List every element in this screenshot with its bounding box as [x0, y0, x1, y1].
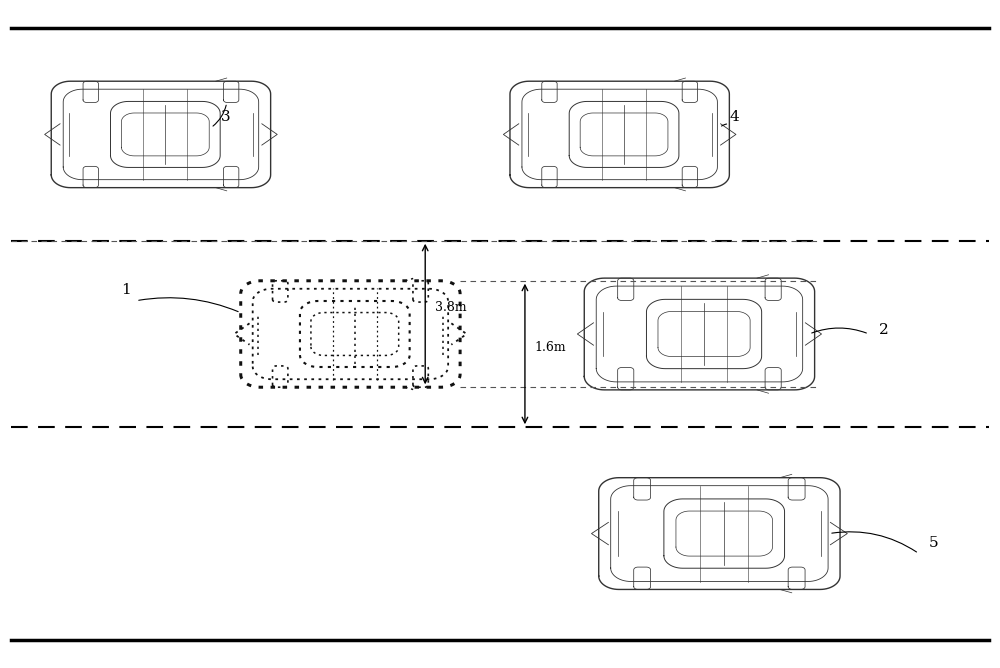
Text: 3.8m: 3.8m — [435, 301, 467, 314]
Text: 3: 3 — [221, 110, 230, 124]
Text: 4: 4 — [729, 110, 739, 124]
Text: 2: 2 — [879, 323, 889, 337]
Text: 1: 1 — [121, 283, 131, 297]
Text: 5: 5 — [929, 536, 938, 550]
Text: 1.6m: 1.6m — [535, 341, 567, 354]
